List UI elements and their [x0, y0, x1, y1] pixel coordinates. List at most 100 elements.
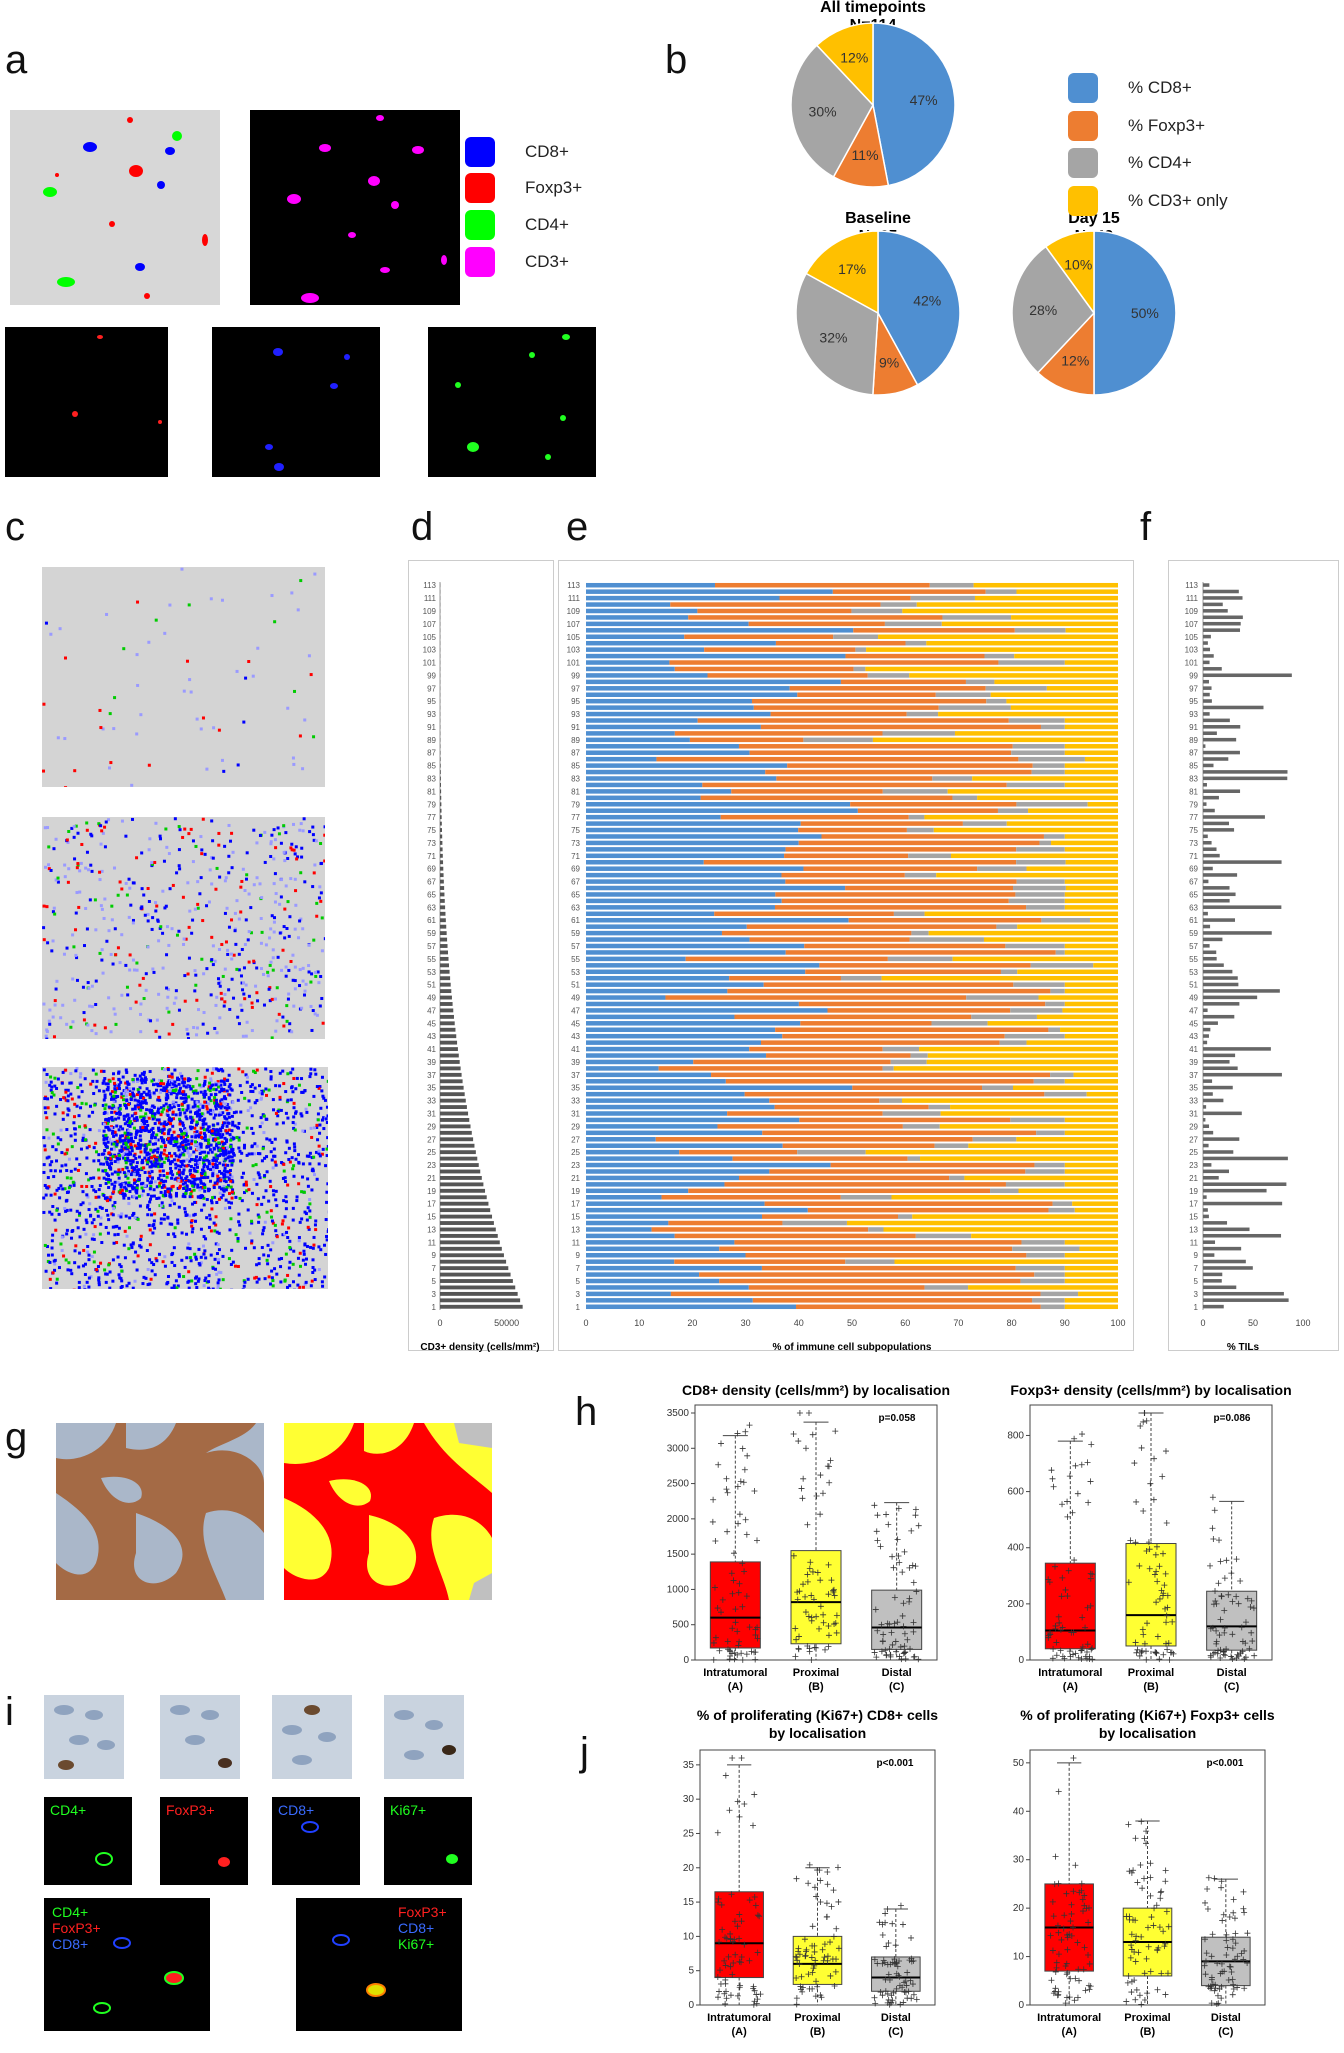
e-bar-23-seg-0 — [586, 1162, 831, 1168]
legend-a-cd8-label: CD8+ — [525, 142, 569, 161]
e-bar-93-seg-3 — [938, 711, 1118, 717]
e-row-label-99: 99 — [571, 671, 580, 680]
e-bar-100-seg-0 — [586, 666, 675, 672]
e-row-label-29: 29 — [571, 1122, 580, 1131]
e-bar-16-seg-1 — [807, 1207, 1049, 1213]
panel-label-f: f — [1140, 505, 1152, 549]
d-bar-78 — [440, 808, 442, 813]
e-bar-77-seg-3 — [924, 814, 1118, 820]
e-bar-90-seg-0 — [586, 731, 675, 736]
f-row-label-59: 59 — [1189, 929, 1198, 938]
d-bar-47 — [440, 1008, 454, 1013]
pie-day15-label-3: 10% — [1064, 257, 1092, 273]
e-xtick-7: 70 — [953, 1318, 963, 1328]
f-row-label-25: 25 — [1189, 1148, 1198, 1157]
boxplots-h: CD8+ density (cells/mm²) by localisation… — [667, 1382, 1292, 1693]
f-bar-24 — [1203, 1156, 1288, 1161]
f-bar-23 — [1203, 1163, 1212, 1167]
d-bar-63 — [440, 905, 446, 910]
f-bar-79 — [1203, 802, 1207, 806]
e-xtick-10: 100 — [1110, 1318, 1125, 1328]
d-bar-26 — [440, 1143, 475, 1148]
e-row-label-65: 65 — [571, 890, 580, 899]
d-row-label-25: 25 — [427, 1148, 436, 1157]
segmentation-overlay-image — [10, 110, 220, 305]
f-bar-111 — [1203, 596, 1243, 600]
box-h1-box-1 — [790, 1550, 842, 1645]
e-bar-58-seg-1 — [749, 937, 910, 942]
e-bar-52-seg-3 — [881, 975, 1118, 981]
e-bar-92-seg-0 — [586, 718, 698, 723]
e-bar-83-seg-1 — [776, 776, 933, 781]
e-bar-47-seg-1 — [827, 1008, 1011, 1013]
e-bar-96-seg-0 — [586, 692, 798, 697]
e-bar-96-seg-3 — [990, 692, 1118, 697]
e-bar-11-seg-3 — [1064, 1240, 1118, 1245]
box-j1-ytick-2: 10 — [683, 1931, 695, 1942]
e-bar-68-seg-2 — [904, 872, 937, 878]
d-row-label-45: 45 — [427, 1019, 436, 1028]
e-bar-58-seg-0 — [586, 937, 750, 942]
e-bar-56-seg-2 — [1055, 950, 1065, 955]
legend-a-cd8: CD8+ — [465, 137, 569, 167]
box-h1-xsub-2: (C) — [889, 1681, 905, 1693]
e-bar-33-seg-1 — [769, 1098, 880, 1103]
e-bar-17-seg-3 — [1072, 1201, 1118, 1206]
f-bar-1 — [1203, 1304, 1224, 1309]
e-bar-39-seg-3 — [926, 1059, 1118, 1065]
e-bar-20-seg-3 — [1064, 1182, 1118, 1187]
cd3-dots — [287, 115, 447, 303]
e-row-label-109: 109 — [567, 607, 581, 616]
e-bar-86-seg-1 — [656, 756, 1019, 762]
e-bar-83-seg-2 — [932, 776, 973, 781]
f-row-label-1: 1 — [1194, 1303, 1199, 1312]
e-bar-102-seg-0 — [586, 653, 846, 659]
d-bar-35 — [440, 1085, 464, 1090]
e-bar-8-seg-2 — [845, 1259, 895, 1264]
f-row-label-15: 15 — [1189, 1213, 1198, 1222]
d-row-label-27: 27 — [427, 1135, 436, 1144]
e-bar-21-seg-2 — [949, 1175, 965, 1181]
e-bar-67-seg-3 — [1064, 879, 1118, 884]
e-bar-72-seg-0 — [586, 847, 786, 852]
d-bar-82 — [440, 783, 441, 787]
e-bar-10-seg-1 — [719, 1246, 1013, 1252]
e-bar-45-seg-1 — [800, 1021, 932, 1026]
e-bar-74-seg-0 — [586, 834, 822, 839]
boxplots-j: % of proliferating (Ki67+) CD8+ cells by … — [683, 1707, 1275, 2038]
e-bar-67-seg-2 — [1016, 879, 1065, 884]
e-bar-12-seg-1 — [674, 1233, 916, 1239]
e-bar-37-seg-2 — [1050, 1072, 1074, 1078]
e-bar-99-seg-0 — [586, 673, 708, 678]
e-bar-7-seg-0 — [586, 1265, 762, 1271]
e-bar-43-seg-1 — [782, 1033, 1005, 1039]
e-bar-49-seg-0 — [586, 995, 666, 1000]
f-row-label-109: 109 — [1185, 607, 1199, 616]
e-bar-24-seg-1 — [732, 1156, 908, 1161]
legend-b-foxp3-label: % Foxp3+ — [1128, 116, 1206, 135]
d-row-label-69: 69 — [427, 865, 436, 874]
e-bar-11-seg-1 — [734, 1240, 1022, 1245]
e-bar-45-seg-3 — [987, 1021, 1118, 1026]
e-bar-63-seg-2 — [1026, 905, 1065, 910]
e-row-label-7: 7 — [576, 1264, 581, 1273]
f-row-label-3: 3 — [1194, 1290, 1199, 1299]
f-row-label-21: 21 — [1189, 1174, 1198, 1183]
e-row-label-3: 3 — [576, 1290, 581, 1299]
e-xtick-9: 90 — [1060, 1318, 1070, 1328]
f-bar-15 — [1203, 1214, 1209, 1219]
f-bar-27 — [1203, 1137, 1240, 1141]
f-bar-80 — [1203, 795, 1219, 800]
f-row-label-41: 41 — [1189, 1045, 1198, 1054]
e-bar-19-seg-3 — [1018, 1188, 1118, 1194]
e-row-label-43: 43 — [571, 1032, 580, 1041]
e-bar-82-seg-2 — [1006, 782, 1065, 788]
f-bar-61 — [1203, 918, 1236, 922]
d-bar-87 — [440, 750, 441, 755]
e-bar-38-seg-1 — [658, 1066, 883, 1071]
e-bar-89-seg-0 — [586, 737, 690, 743]
e-bar-18-seg-1 — [661, 1195, 841, 1200]
e-bar-39-seg-1 — [693, 1059, 891, 1065]
d-row-label-23: 23 — [427, 1161, 436, 1170]
e-bar-66-seg-2 — [1013, 885, 1066, 891]
